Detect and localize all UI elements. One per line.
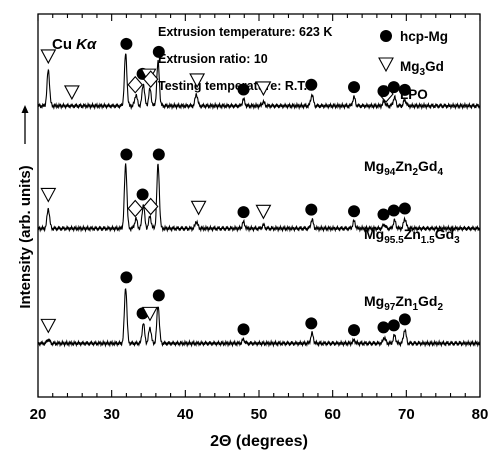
y-axis-label-text: Intensity (arb. units) [17, 165, 34, 308]
series-label-3: Mg97Zn1Gd2 [364, 293, 443, 313]
hcp-mg-marker [377, 85, 390, 98]
mg3gd-marker [255, 204, 272, 220]
hcp-mg-marker [305, 203, 318, 216]
x-tick-label: 40 [177, 406, 194, 423]
mg3gd-marker [40, 49, 57, 65]
annotation-testing-temperature: Testing temperature: R.T. [158, 79, 307, 93]
hcp-mg-marker [377, 321, 390, 334]
x-tick-label: 20 [30, 406, 47, 423]
mg3gd-marker [40, 318, 57, 334]
traces [37, 53, 481, 348]
hcp-mg-marker [237, 323, 250, 336]
lpo-marker [127, 75, 143, 94]
hcp-mg-marker [348, 324, 361, 337]
mg3gd-marker [63, 85, 80, 101]
mg3gd-marker [190, 200, 207, 216]
y-axis-arrow-head [21, 105, 29, 113]
x-tick-label: 60 [324, 406, 341, 423]
lpo-marker [127, 199, 143, 218]
hcp-mg-marker [237, 206, 250, 219]
hcp-mg-marker [237, 83, 250, 96]
hcp-mg-marker [348, 205, 361, 218]
hcp-mg-marker [377, 208, 390, 221]
xrd-trace-2 [37, 163, 481, 233]
x-axis-label: 2Θ (degrees) [210, 433, 308, 450]
x-tick-label: 30 [103, 406, 120, 423]
hcp-mg-marker [398, 313, 411, 326]
x-tick-label: 50 [251, 406, 268, 423]
y-axis-label: Intensity (arb. units) [17, 105, 34, 309]
mg3gd-marker [255, 81, 272, 97]
x-tick-label: 80 [472, 406, 489, 423]
mg3gd-marker [189, 73, 206, 89]
hcp-mg-marker [152, 289, 165, 302]
hcp-mg-marker [120, 37, 133, 50]
legend-hcp-mg-marker [380, 30, 392, 42]
xrd-trace-1 [37, 53, 481, 111]
mg3gd-marker [40, 187, 57, 203]
x-tick-label: 70 [398, 406, 415, 423]
radiation-label: Cu Kα [52, 36, 97, 53]
hcp-mg-marker [120, 271, 133, 284]
lpo-marker [142, 197, 159, 216]
hcp-mg-marker [305, 78, 318, 91]
axis-ticks [37, 14, 481, 397]
annotation-extrusion-ratio: Extrusion ratio: 10 [158, 52, 268, 66]
annotation-extrusion-temperature: Extrusion temperature: 623 K [158, 25, 332, 39]
legend-hcp-mg-label: hcp-Mg [400, 29, 448, 44]
legend-mg3gd-marker [378, 57, 394, 73]
hcp-mg-marker [387, 204, 400, 217]
hcp-mg-marker [387, 81, 400, 94]
xrd-trace-3 [37, 287, 481, 348]
peak-markers [40, 37, 411, 337]
series-label-2: Mg95.5Zn1.5Gd3 [364, 226, 460, 246]
hcp-mg-marker [348, 81, 361, 94]
hcp-mg-marker [120, 148, 133, 161]
legend-mg3gd-label: Mg3Gd [400, 59, 444, 78]
hcp-mg-marker [136, 188, 149, 201]
hcp-mg-marker [152, 45, 165, 58]
hcp-mg-marker [305, 317, 318, 330]
hcp-mg-marker [398, 83, 411, 96]
lpo-marker [142, 70, 159, 88]
series-label-1: Mg94Zn2Gd4 [364, 158, 443, 178]
hcp-mg-marker [152, 148, 165, 161]
hcp-mg-marker [398, 202, 411, 215]
hcp-mg-marker [387, 319, 400, 332]
mg3gd-marker [142, 306, 158, 322]
x-tick-labels: 20 30 40 50 60 70 80 [30, 406, 489, 423]
